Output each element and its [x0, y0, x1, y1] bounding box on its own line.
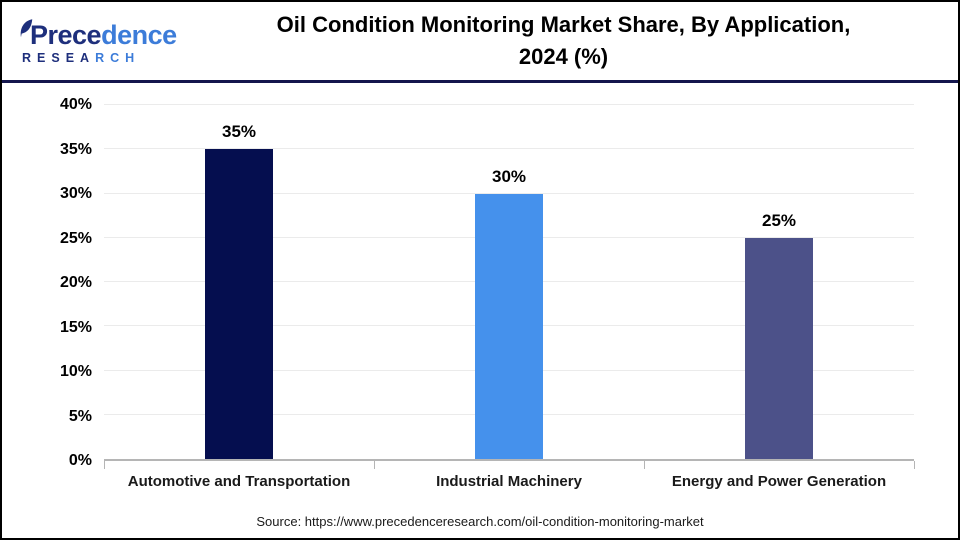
y-tick-label: 25%	[59, 229, 92, 247]
y-tick-label: 15%	[59, 318, 92, 336]
x-category-label-industrial-machinery: Industrial Machinery	[436, 473, 582, 490]
gridline	[104, 192, 914, 194]
header: Prece dence RESEARCH Oil Condition Monito…	[2, 2, 958, 83]
bar-automotive-and-transportation	[205, 149, 273, 459]
chart-row: 0% 5% 10% 15% 20% 25% 30% 35% 40% 35% 30% 25%	[2, 96, 958, 469]
bar-value-label-industrial-machinery: 30%	[491, 166, 527, 186]
y-axis: 0% 5% 10% 15% 20% 25% 30% 35% 40%	[32, 96, 92, 469]
x-axis-tick	[104, 461, 105, 469]
y-tick-label: 0%	[68, 452, 92, 469]
bar-industrial-machinery	[475, 193, 543, 459]
bar-slot-energy-and-power-generation: 25%	[644, 105, 914, 459]
bar-slot-automotive-and-transportation: 35%	[104, 105, 374, 459]
y-tick-label: 35%	[59, 140, 92, 158]
y-tick-label: 10%	[59, 363, 92, 380]
chart-title-line2: 2024 (%)	[518, 44, 609, 69]
logo-subtitle-light: RCH	[95, 50, 141, 65]
bar-value-label-automotive-and-transportation: 35%	[221, 122, 257, 142]
logo-text-dark: Prece	[30, 19, 102, 50]
plot-area: 35% 30% 25%	[104, 104, 915, 469]
chart-area: 0% 5% 10% 15% 20% 25% 30% 35% 40% 35% 30% 25% Auto…	[2, 83, 958, 504]
x-axis-labels: Automotive and Transportation Industrial …	[2, 473, 958, 490]
x-category-label-energy-and-power-generation: Energy and Power Generation	[671, 473, 887, 490]
bar-value-label-energy-and-power-generation: 25%	[761, 210, 797, 230]
chart-title-line1: Oil Condition Monitoring Market Share, B…	[276, 12, 851, 38]
gridline	[104, 148, 914, 150]
gridline	[104, 104, 914, 105]
footer: Source: https://www.precedenceresearch.c…	[2, 504, 958, 538]
x-axis-tick	[914, 461, 915, 469]
leaf-icon	[20, 19, 33, 37]
logo-subtitle: RESEARCH	[18, 52, 187, 65]
x-category-label-automotive-and-transportation: Automotive and Transportation	[127, 473, 351, 490]
y-tick-label: 5%	[68, 407, 92, 425]
chart-title: Oil Condition Monitoring Market Share, B…	[187, 9, 958, 73]
bar-energy-and-power-generation	[745, 237, 813, 459]
logo-subtitle-dark: RESEA	[22, 50, 96, 65]
y-tick-label: 20%	[59, 274, 92, 291]
precedence-research-logo: Prece dence RESEARCH	[2, 18, 187, 65]
x-axis-tick	[643, 461, 645, 469]
source-text: Source: https://www.precedenceresearch.c…	[256, 513, 704, 529]
bar-slot-industrial-machinery: 30%	[374, 105, 644, 459]
y-tick-label: 30%	[59, 185, 92, 202]
logo-wordmark: Prece dence	[18, 19, 187, 50]
x-axis-tick	[373, 461, 375, 469]
logo-text-light: dence	[101, 19, 177, 50]
y-tick-label: 40%	[59, 96, 92, 113]
